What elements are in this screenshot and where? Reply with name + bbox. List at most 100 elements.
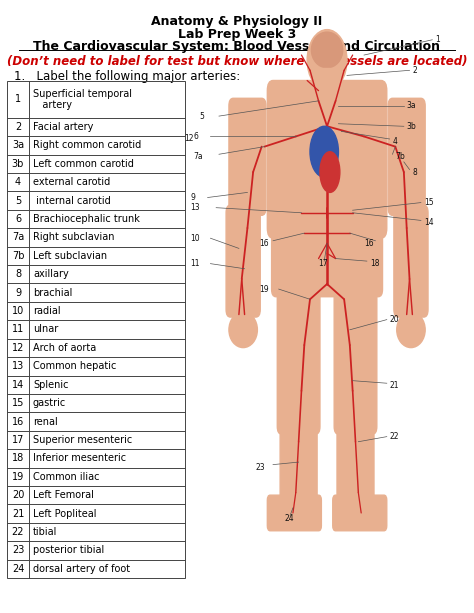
Text: 1: 1	[15, 94, 21, 104]
Text: 3b: 3b	[407, 122, 417, 131]
Text: 22: 22	[390, 432, 399, 441]
Text: 14: 14	[12, 379, 24, 390]
Text: 6: 6	[193, 132, 198, 141]
Text: posterior tibial: posterior tibial	[33, 546, 104, 555]
Text: Left Popliteal: Left Popliteal	[33, 509, 97, 519]
Ellipse shape	[397, 312, 425, 348]
Text: 13: 13	[191, 203, 200, 212]
Ellipse shape	[311, 32, 343, 68]
Text: Right subclavian: Right subclavian	[33, 232, 115, 243]
FancyBboxPatch shape	[334, 276, 377, 434]
Text: Facial artery: Facial artery	[33, 122, 93, 132]
Text: 2: 2	[15, 122, 21, 132]
Text: 19: 19	[259, 284, 268, 294]
Text: brachial: brachial	[33, 287, 73, 298]
Ellipse shape	[310, 126, 338, 177]
Text: 11: 11	[12, 324, 24, 335]
Text: Inferior mesenteric: Inferior mesenteric	[33, 454, 126, 463]
Text: Arch of aorta: Arch of aorta	[33, 343, 96, 353]
Text: 1: 1	[435, 36, 440, 44]
FancyBboxPatch shape	[333, 495, 387, 531]
Text: Anatomy & Physiology II: Anatomy & Physiology II	[151, 15, 323, 28]
Text: 8: 8	[15, 269, 21, 280]
Text: 17: 17	[12, 435, 24, 445]
Text: 18: 18	[12, 454, 24, 463]
Text: ulnar: ulnar	[33, 324, 58, 335]
Text: 12: 12	[12, 343, 24, 353]
FancyBboxPatch shape	[229, 98, 266, 215]
Text: 13: 13	[12, 361, 24, 371]
Text: 1.   Label the following major arteries:: 1. Label the following major arteries:	[14, 70, 240, 83]
Text: 16: 16	[12, 417, 24, 427]
Text: 8: 8	[412, 167, 417, 177]
Text: gastric: gastric	[33, 398, 66, 408]
Text: 16: 16	[364, 239, 374, 248]
Text: 18: 18	[370, 259, 379, 268]
Text: 7b: 7b	[395, 152, 405, 161]
Text: 9: 9	[15, 287, 21, 298]
Text: 22: 22	[12, 527, 24, 537]
Text: Left Femoral: Left Femoral	[33, 490, 94, 500]
Text: 21: 21	[12, 509, 24, 519]
Text: Common iliac: Common iliac	[33, 472, 100, 482]
Text: external carotid: external carotid	[33, 177, 110, 187]
Text: 5: 5	[199, 112, 204, 121]
Bar	[7, 81, 185, 578]
Ellipse shape	[320, 151, 340, 192]
Text: Left subclavian: Left subclavian	[33, 251, 107, 261]
Text: 12: 12	[184, 134, 193, 143]
Text: 20: 20	[12, 490, 24, 500]
Text: Superficial temporal
   artery: Superficial temporal artery	[33, 89, 132, 110]
Text: 19: 19	[12, 472, 24, 482]
Text: (Don’t need to label for test but know where the vessels are located): (Don’t need to label for test but know w…	[7, 55, 467, 68]
Text: 24: 24	[12, 564, 24, 574]
FancyBboxPatch shape	[226, 205, 260, 317]
Text: 16: 16	[259, 239, 268, 248]
Text: 10: 10	[12, 306, 24, 316]
FancyBboxPatch shape	[337, 419, 374, 516]
Bar	[317, 68, 337, 96]
Text: 3a: 3a	[407, 101, 416, 110]
Text: 3a: 3a	[12, 140, 24, 150]
Text: 10: 10	[191, 234, 200, 243]
Text: 15: 15	[424, 198, 433, 207]
Text: 7a: 7a	[12, 232, 24, 243]
Text: Superior mesenteric: Superior mesenteric	[33, 435, 132, 445]
Text: renal: renal	[33, 417, 58, 427]
Text: 23: 23	[12, 546, 24, 555]
Text: 5: 5	[15, 196, 21, 205]
Text: 9: 9	[191, 193, 195, 202]
FancyBboxPatch shape	[267, 80, 387, 238]
Text: 7b: 7b	[12, 251, 24, 261]
Text: The Cardiovascular System: Blood Vessels and Circulation: The Cardiovascular System: Blood Vessels…	[34, 40, 440, 53]
Text: axillary: axillary	[33, 269, 69, 280]
Text: Splenic: Splenic	[33, 379, 69, 390]
FancyBboxPatch shape	[272, 210, 383, 297]
Text: 2: 2	[412, 66, 417, 75]
Text: Lab Prep Week 3: Lab Prep Week 3	[178, 28, 296, 41]
Text: 20: 20	[390, 315, 399, 324]
Text: 4: 4	[15, 177, 21, 187]
Text: 21: 21	[390, 381, 399, 390]
Text: 23: 23	[256, 463, 265, 471]
Text: internal carotid: internal carotid	[33, 196, 111, 205]
Text: 7a: 7a	[193, 152, 203, 161]
Text: 4: 4	[392, 137, 397, 146]
Text: dorsal artery of foot: dorsal artery of foot	[33, 564, 130, 574]
Text: Brachiocephalic trunk: Brachiocephalic trunk	[33, 214, 140, 224]
Text: 17: 17	[319, 259, 328, 268]
Text: 3b: 3b	[12, 159, 24, 169]
Text: tibial: tibial	[33, 527, 57, 537]
Text: 14: 14	[424, 218, 433, 227]
Text: 11: 11	[191, 259, 200, 268]
FancyBboxPatch shape	[267, 495, 321, 531]
Text: Common hepatic: Common hepatic	[33, 361, 117, 371]
FancyBboxPatch shape	[277, 276, 320, 434]
Text: 15: 15	[12, 398, 24, 408]
Text: Right common carotid: Right common carotid	[33, 140, 141, 150]
FancyBboxPatch shape	[394, 205, 428, 317]
Ellipse shape	[307, 29, 347, 91]
Text: Left common carotid: Left common carotid	[33, 159, 134, 169]
Text: 6: 6	[15, 214, 21, 224]
FancyBboxPatch shape	[388, 98, 425, 215]
